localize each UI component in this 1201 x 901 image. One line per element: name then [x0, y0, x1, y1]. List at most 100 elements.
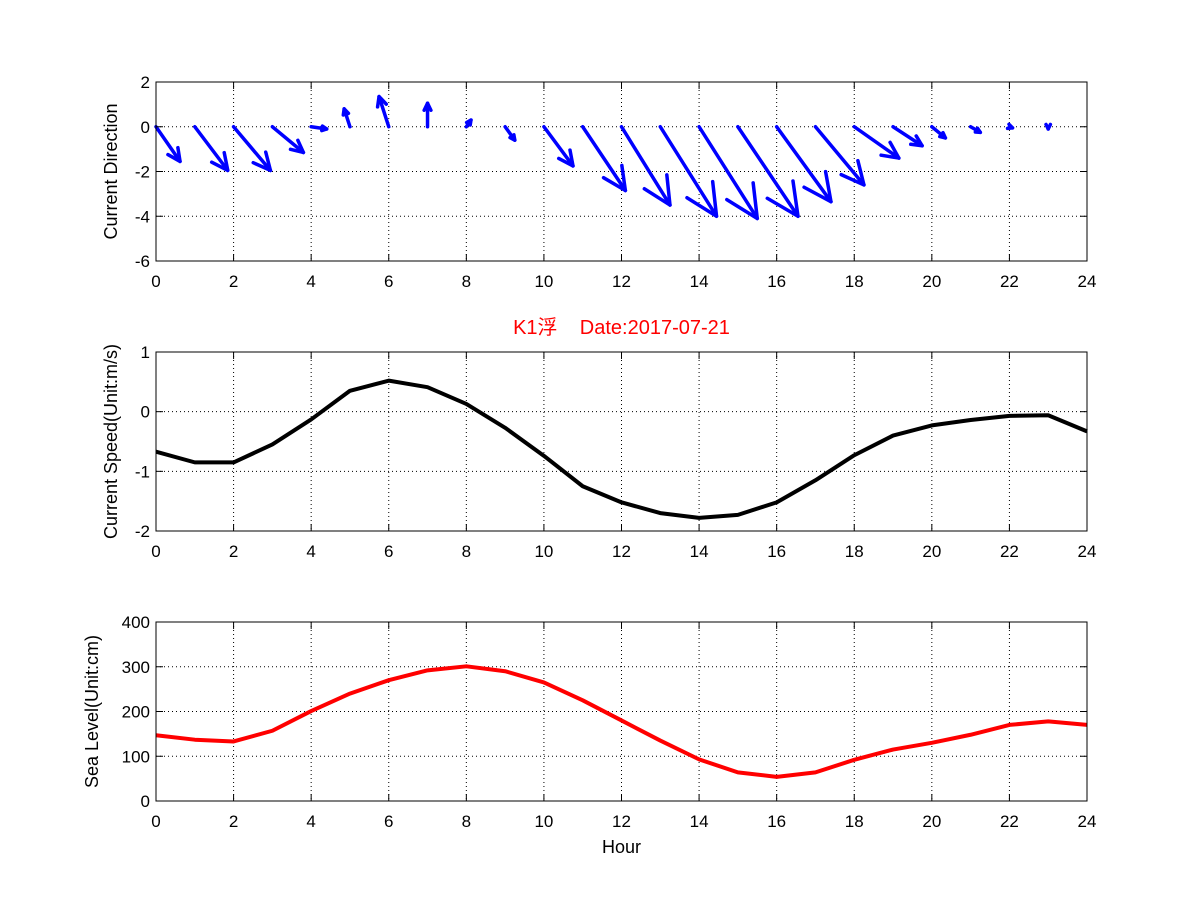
x-tick-label: 10 — [534, 542, 553, 561]
arrow-head — [601, 163, 628, 193]
arrow-shaft — [193, 125, 230, 173]
arrow-head — [1005, 122, 1015, 131]
y-tick-label: 100 — [122, 747, 150, 766]
direction-arrow — [231, 125, 273, 173]
x-tick-label: 4 — [306, 272, 315, 291]
x-tick-label: 16 — [767, 542, 786, 561]
direction-arrow — [852, 125, 901, 160]
x-tick-label: 24 — [1078, 542, 1097, 561]
x-tick-label: 12 — [612, 272, 631, 291]
sea-level-x-axis-label: Hour — [602, 837, 641, 857]
direction-arrow — [309, 124, 329, 133]
arrow-shaft — [377, 94, 391, 129]
arrow-head — [1044, 122, 1053, 131]
x-tick-label: 0 — [151, 812, 160, 831]
y-tick-label: 300 — [122, 658, 150, 677]
x-tick-label: 6 — [384, 812, 393, 831]
y-tick-label: -2 — [135, 522, 150, 541]
arrow-shaft — [270, 125, 306, 155]
direction-arrow — [193, 125, 230, 173]
x-tick-label: 22 — [1000, 272, 1019, 291]
arrow-head — [879, 140, 901, 160]
arrow-shaft — [891, 125, 924, 148]
arrow-head — [938, 130, 948, 140]
arrow-head — [839, 158, 866, 187]
y-tick-label: -6 — [135, 252, 150, 271]
x-tick-label: 24 — [1078, 272, 1097, 291]
arrow-shaft — [619, 125, 672, 207]
arrow-shaft — [231, 125, 273, 173]
arrow-head — [320, 124, 329, 133]
x-tick-label: 8 — [462, 812, 471, 831]
y-tick-label: 0 — [141, 403, 150, 422]
y-tick-label: 0 — [141, 792, 150, 811]
direction-arrow — [154, 125, 182, 164]
direction-arrow — [375, 94, 391, 129]
x-tick-label: 0 — [151, 272, 160, 291]
arrow-head — [251, 150, 273, 173]
direction-arrow — [1044, 122, 1053, 131]
x-tick-label: 14 — [690, 542, 709, 561]
direction-arrow — [658, 125, 719, 218]
direction-arrow — [580, 125, 628, 193]
arrow-head — [464, 118, 473, 127]
x-tick-label: 8 — [462, 542, 471, 561]
x-tick-label: 2 — [229, 272, 238, 291]
y-tick-label: 400 — [122, 613, 150, 632]
direction-arrow — [968, 125, 983, 135]
arrow-head — [166, 145, 182, 164]
arrow-shaft — [542, 125, 575, 168]
x-tick-label: 12 — [612, 542, 631, 561]
current-speed-y-axis-label: Current Speed(Unit:m/s) — [101, 344, 121, 539]
arrow-head — [909, 134, 924, 148]
x-tick-label: 24 — [1078, 812, 1097, 831]
arrow-shaft — [580, 125, 628, 193]
arrow-head — [725, 181, 760, 221]
arrow-head — [375, 94, 389, 109]
arrow-shaft — [813, 125, 866, 187]
direction-arrow — [774, 125, 833, 204]
direction-arrow — [464, 118, 473, 129]
x-tick-label: 2 — [229, 542, 238, 561]
x-tick-label: 18 — [845, 272, 864, 291]
arrow-shaft — [774, 125, 833, 204]
arrow-shaft — [154, 125, 182, 164]
x-tick-label: 14 — [690, 812, 709, 831]
y-tick-label: -1 — [135, 462, 150, 481]
arrow-head — [209, 150, 230, 173]
x-tick-label: 6 — [384, 272, 393, 291]
arrow-head — [802, 169, 833, 204]
arrow-head — [685, 179, 719, 218]
x-tick-label: 16 — [767, 812, 786, 831]
x-tick-label: 10 — [534, 812, 553, 831]
direction-arrow — [542, 125, 575, 168]
x-tick-label: 20 — [922, 812, 941, 831]
direction-arrow — [1005, 122, 1015, 131]
x-tick-label: 6 — [384, 542, 393, 561]
arrow-head — [765, 179, 800, 218]
x-tick-label: 18 — [845, 542, 864, 561]
arrow-head — [508, 133, 517, 142]
current-direction-y-axis-label: Current Direction — [101, 103, 121, 239]
x-tick-label: 0 — [151, 542, 160, 561]
direction-arrow — [697, 125, 760, 221]
arrow-shaft — [697, 125, 760, 221]
x-tick-label: 8 — [462, 272, 471, 291]
direction-arrow — [930, 125, 948, 140]
arrow-head — [341, 107, 351, 117]
arrow-head — [422, 101, 433, 112]
current-speed-chart-title: K1浮 Date:2017-07-21 — [513, 316, 730, 339]
arrow-shaft — [658, 125, 719, 218]
arrow-head — [973, 126, 983, 135]
x-tick-label: 20 — [922, 272, 941, 291]
x-tick-label: 18 — [845, 812, 864, 831]
arrow-head — [556, 148, 575, 168]
x-tick-label: 14 — [690, 272, 709, 291]
x-tick-label: 4 — [306, 542, 315, 561]
y-tick-label: -4 — [135, 207, 150, 226]
x-tick-label: 4 — [306, 812, 315, 831]
x-tick-label: 20 — [922, 542, 941, 561]
